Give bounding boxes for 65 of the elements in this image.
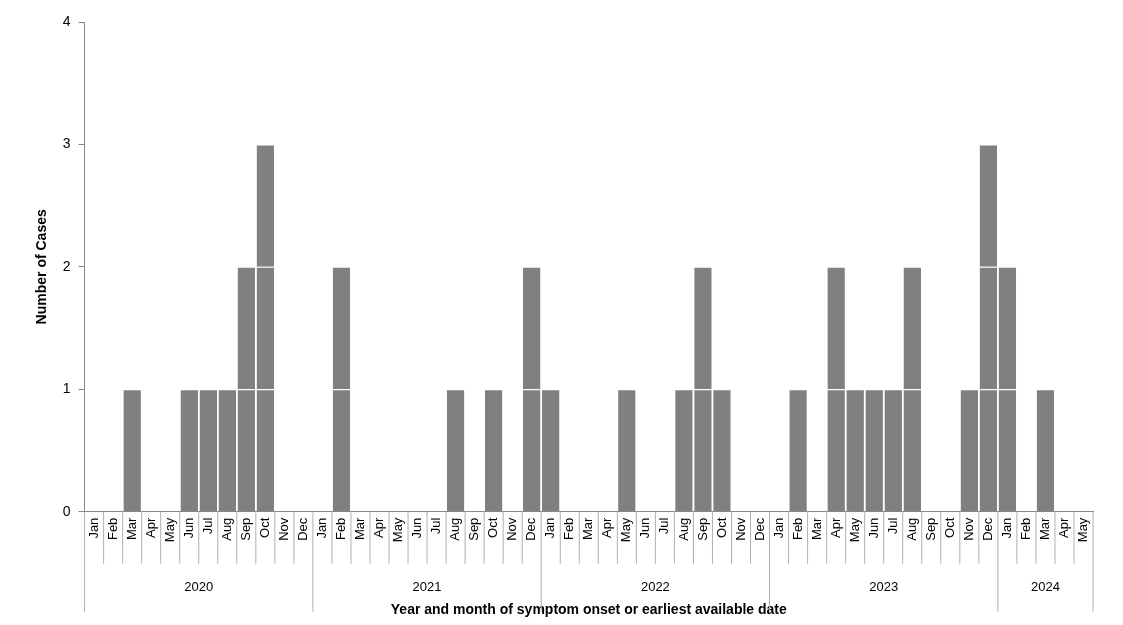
x-tick-label: Nov bbox=[275, 517, 291, 541]
text: 2024 bbox=[1030, 579, 1060, 595]
x-tick-label: Nov bbox=[960, 517, 976, 541]
x-tick-label: May bbox=[390, 517, 406, 543]
x-tick-label: May bbox=[846, 517, 862, 543]
x-tick-label: Feb bbox=[1017, 517, 1033, 541]
y-tick-label: 0 bbox=[62, 502, 71, 519]
y-tick-label: 2 bbox=[62, 257, 71, 274]
x-tick-label: May bbox=[1075, 517, 1091, 543]
x-tick-label: Oct bbox=[256, 517, 272, 538]
x-tick-label: Apr bbox=[827, 516, 843, 538]
x-tick-label: Jul bbox=[884, 517, 900, 535]
x-tick-label: Dec bbox=[751, 517, 767, 541]
x-tick-label: Feb bbox=[789, 517, 805, 541]
x-tick-label: Sep bbox=[694, 517, 710, 541]
x-tick-label: Jan bbox=[770, 517, 786, 539]
x-tick-label: Mar bbox=[1037, 516, 1053, 541]
x-tick-label: Jan bbox=[85, 517, 101, 539]
text: 2020 bbox=[184, 579, 214, 595]
x-tick-label: Jun bbox=[180, 517, 196, 539]
x-tick-label: Jul bbox=[428, 517, 444, 535]
x-tick-label: Aug bbox=[675, 517, 691, 541]
x-tick-label: Oct bbox=[485, 517, 501, 538]
x-tick-label: Apr bbox=[371, 516, 387, 538]
x-tick-label: Mar bbox=[808, 516, 824, 541]
x-tick-label: Aug bbox=[903, 517, 919, 541]
x-tick-label: Dec bbox=[294, 517, 310, 541]
x-tick-label: Jan bbox=[314, 517, 329, 539]
y-axis-title: Number of Cases bbox=[33, 209, 50, 325]
x-tick-label: Dec bbox=[979, 517, 995, 541]
x-tick-label: Jun bbox=[865, 517, 881, 539]
x-tick-label: Mar bbox=[580, 516, 596, 541]
x-tick-label: Sep bbox=[237, 517, 253, 541]
x-tick-label: Jan bbox=[542, 517, 558, 539]
x-tick-label: Nov bbox=[732, 517, 748, 541]
x-tick-label: Jun bbox=[409, 517, 425, 539]
x-tick-label: Jan bbox=[998, 517, 1014, 539]
x-tick-label: Oct bbox=[941, 517, 957, 538]
y-tick-label: 4 bbox=[62, 12, 71, 29]
x-tick-label: Apr bbox=[1056, 516, 1072, 538]
x-tick-label: Sep bbox=[922, 517, 938, 541]
x-tick-label: Mar bbox=[352, 516, 368, 541]
x-tick-label: Apr bbox=[599, 516, 615, 538]
y-tick-label: 1 bbox=[62, 380, 71, 397]
text: 2022 bbox=[640, 579, 670, 595]
x-tick-label: May bbox=[161, 517, 177, 543]
x-tick-label: Feb bbox=[561, 517, 577, 541]
x-tick-label: May bbox=[618, 517, 634, 543]
x-axis-title: Year and month of symptom onset or earliest available date bbox=[390, 601, 788, 618]
x-tick-label: Jul bbox=[199, 517, 215, 535]
x-tick-label: Aug bbox=[218, 517, 234, 541]
x-tick-label: Oct bbox=[713, 517, 729, 538]
x-tick-label: Sep bbox=[466, 517, 482, 541]
x-tick-label: Jul bbox=[656, 517, 672, 535]
x-tick-label: Feb bbox=[333, 517, 349, 541]
x-tick-label: Aug bbox=[447, 517, 463, 541]
text: 2023 bbox=[869, 579, 899, 595]
x-tick-label: Nov bbox=[504, 517, 520, 541]
y-tick-label: 3 bbox=[62, 135, 71, 152]
x-tick-label: Apr bbox=[142, 516, 158, 538]
x-tick-label: Dec bbox=[523, 517, 539, 541]
x-tick-label: Jun bbox=[637, 517, 653, 539]
x-tick-label: Feb bbox=[104, 517, 120, 541]
text: 2021 bbox=[412, 579, 442, 595]
x-tick-label: Mar bbox=[123, 516, 139, 541]
